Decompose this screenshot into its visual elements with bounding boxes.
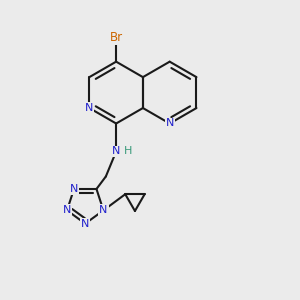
- Text: N: N: [63, 206, 71, 215]
- Text: N: N: [112, 146, 120, 157]
- Text: N: N: [81, 219, 89, 229]
- Text: N: N: [70, 184, 78, 194]
- Text: N: N: [166, 118, 174, 128]
- Text: N: N: [99, 206, 108, 215]
- Text: H: H: [124, 146, 133, 156]
- Text: Br: Br: [110, 31, 123, 44]
- Text: N: N: [85, 103, 94, 113]
